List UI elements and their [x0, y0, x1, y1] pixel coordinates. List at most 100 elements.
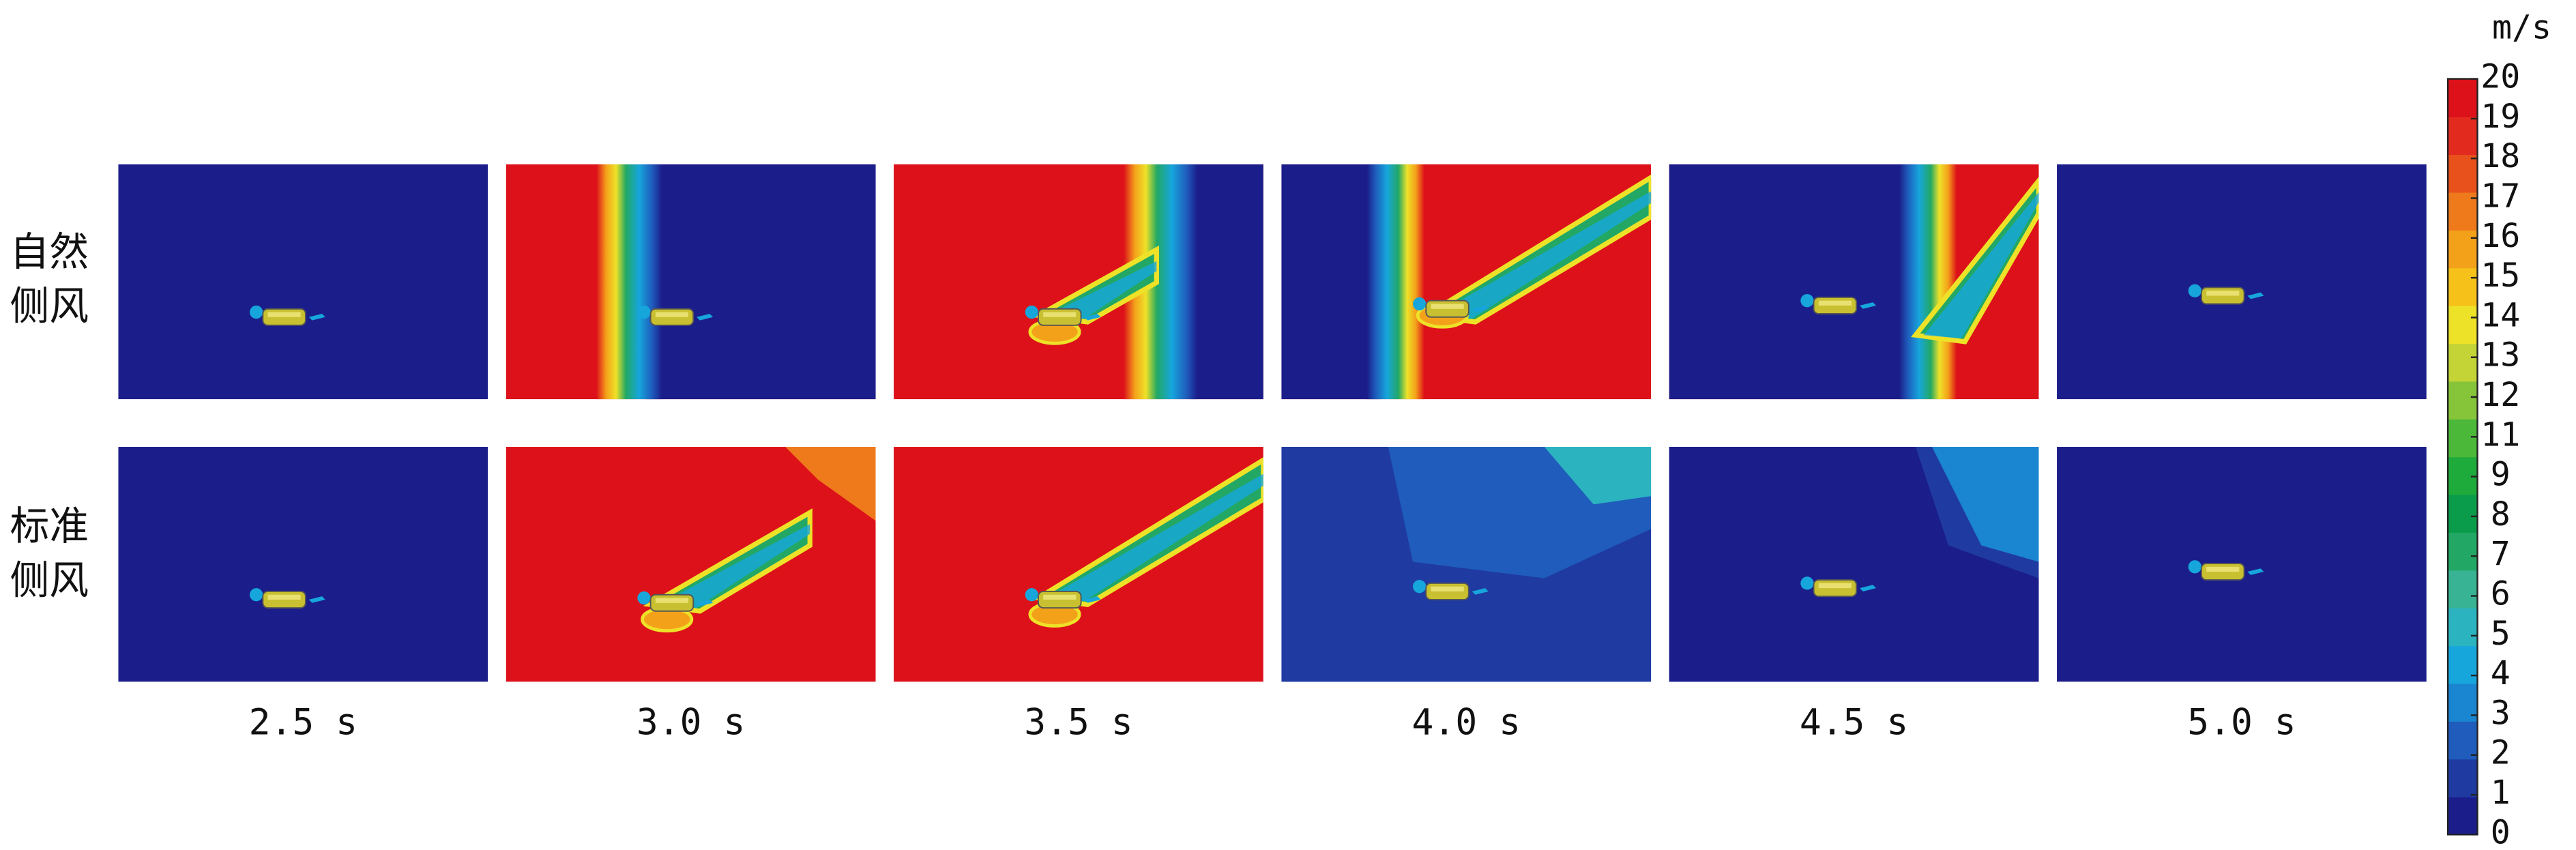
colorbar-tick-label: 0 — [2491, 813, 2511, 850]
wake-tail — [697, 313, 714, 321]
colorbar-band — [2448, 532, 2478, 571]
wake-tail — [1472, 588, 1489, 595]
front-band — [1899, 164, 1957, 400]
flow-spot — [2188, 284, 2201, 297]
field — [1281, 447, 1652, 682]
vehicle-shade — [267, 594, 301, 600]
colorbar-tick-label: 20 — [2480, 58, 2520, 96]
flow-spot — [1025, 305, 1038, 319]
colorbar-tick-label: 17 — [2480, 177, 2520, 216]
row-label: 侧风 — [10, 557, 89, 604]
wake-tail — [1860, 585, 1877, 591]
colorbar-tick-label: 19 — [2480, 98, 2520, 136]
flow-spot — [250, 588, 263, 602]
colorbar-band — [2448, 419, 2478, 458]
colorbar-unit: m/s — [2492, 8, 2551, 46]
field — [1544, 447, 1652, 505]
colorbar-band — [2448, 267, 2478, 306]
colorbar-tick-label: 13 — [2480, 336, 2520, 375]
field — [1189, 164, 1263, 400]
colorbar-band — [2448, 78, 2478, 117]
colorbar-band — [2448, 381, 2478, 420]
colorbar-tick-label: 8 — [2491, 495, 2511, 533]
time-label: 4.5 s — [1800, 702, 1908, 744]
wake-core — [658, 524, 810, 609]
colorbar-tick-label: 6 — [2491, 575, 2511, 613]
vehicle-shade — [655, 598, 689, 603]
colorbar-band — [2448, 154, 2478, 193]
colorbar-tick-label: 9 — [2491, 456, 2511, 494]
field — [2057, 164, 2427, 400]
row-label: 标准 — [10, 503, 89, 549]
wake-tail — [308, 596, 325, 603]
colorbar-tick-label: 14 — [2480, 296, 2520, 334]
wake-tail — [1084, 596, 1101, 603]
row-label: 侧风 — [10, 282, 89, 329]
colorbar-tick-label: 15 — [2480, 257, 2520, 295]
colorbar-band — [2448, 343, 2478, 382]
colorbar-band — [2448, 305, 2478, 345]
colorbar-band — [2448, 608, 2478, 647]
time-label: 5.0 s — [2187, 702, 2296, 744]
wake-tail — [2247, 568, 2264, 575]
colorbar-tick-label: 16 — [2480, 217, 2520, 255]
contour-panel — [118, 164, 488, 400]
contour-panel — [506, 164, 876, 400]
flow-spot — [637, 591, 651, 605]
colorbar-tick-label: 4 — [2491, 654, 2511, 692]
front-band — [596, 164, 662, 400]
flow-spot — [2188, 560, 2201, 574]
contour-panel — [2057, 164, 2427, 400]
vehicle-shade — [1431, 586, 1464, 591]
wake-tail — [308, 313, 325, 321]
colorbar-band — [2448, 570, 2478, 609]
field — [1281, 164, 1380, 400]
flow-spot — [1413, 580, 1426, 593]
colorbar-tick-label: 11 — [2480, 415, 2520, 454]
colorbar-band — [2448, 116, 2478, 156]
colorbar-frame — [2446, 78, 2478, 836]
contour-panel — [894, 447, 1263, 682]
field — [1669, 447, 2039, 682]
flow-spot — [1413, 297, 1426, 311]
vehicle-shade — [2206, 291, 2240, 296]
field — [506, 447, 876, 682]
colorbar-band — [2448, 645, 2478, 684]
contour-panel — [1669, 447, 2039, 682]
vehicle-shade — [655, 312, 689, 317]
flow-spot — [1025, 588, 1038, 602]
colorbar-band — [2448, 230, 2478, 269]
time-label: 4.0 s — [1412, 702, 1521, 744]
vehicle-shade — [2206, 566, 2240, 572]
contour-panel — [1281, 164, 1652, 400]
wake — [1911, 177, 2039, 345]
vehicle-shade — [1818, 583, 1852, 589]
colorbar-tick-label: 2 — [2491, 734, 2511, 772]
wake-core — [1046, 261, 1157, 319]
vehicle-shade — [267, 312, 301, 317]
colorbar-tick-label: 7 — [2491, 535, 2511, 573]
field — [785, 447, 876, 521]
wake-tail — [697, 599, 714, 606]
colorbar-tick-label: 12 — [2480, 376, 2520, 414]
time-label: 3.0 s — [636, 702, 745, 744]
field — [118, 164, 488, 400]
flow-spot — [1800, 576, 1814, 590]
colorbar-tick-label: 3 — [2491, 694, 2511, 732]
contour-panel — [506, 447, 876, 682]
vehicle-shade — [1431, 304, 1464, 309]
colorbar-band — [2448, 494, 2478, 533]
contour-panel — [894, 164, 1263, 400]
colorbar-tick-label: 18 — [2480, 137, 2520, 175]
time-label: 2.5 s — [249, 702, 357, 744]
field — [1932, 447, 2039, 562]
colorbar-tick-label: 1 — [2491, 774, 2511, 812]
vehicle-shade — [1043, 312, 1077, 317]
contour-panel — [118, 447, 488, 682]
time-label: 3.5 s — [1024, 702, 1132, 744]
colorbar-band — [2448, 796, 2478, 836]
vehicle-shade — [1818, 300, 1852, 306]
flow-spot — [1800, 294, 1814, 308]
